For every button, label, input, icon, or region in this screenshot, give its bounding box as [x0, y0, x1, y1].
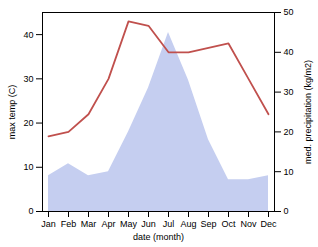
svg-text:0: 0	[284, 206, 289, 216]
svg-text:Jun: Jun	[141, 219, 156, 229]
svg-text:Oct: Oct	[221, 219, 236, 229]
svg-text:30: 30	[23, 74, 33, 84]
svg-text:0: 0	[28, 206, 33, 216]
svg-text:50: 50	[284, 7, 294, 17]
svg-text:Aug: Aug	[180, 219, 196, 229]
svg-text:med. precipitation (kg/m2): med. precipitation (kg/m2)	[303, 60, 313, 164]
svg-text:date (month): date (month)	[133, 232, 184, 242]
svg-text:Mar: Mar	[81, 219, 97, 229]
svg-text:Jan: Jan	[41, 219, 56, 229]
svg-text:Feb: Feb	[61, 219, 77, 229]
svg-text:10: 10	[284, 167, 294, 177]
svg-text:40: 40	[284, 47, 294, 57]
svg-text:Dec: Dec	[260, 219, 277, 229]
svg-text:40: 40	[23, 29, 33, 39]
svg-text:Jul: Jul	[163, 219, 175, 229]
svg-text:20: 20	[23, 118, 33, 128]
svg-text:max temp (C): max temp (C)	[7, 85, 17, 140]
svg-text:Sep: Sep	[200, 219, 216, 229]
svg-text:Apr: Apr	[101, 219, 115, 229]
svg-text:30: 30	[284, 87, 294, 97]
svg-text:May: May	[120, 219, 138, 229]
svg-text:Nov: Nov	[240, 219, 257, 229]
svg-text:20: 20	[284, 127, 294, 137]
svg-text:10: 10	[23, 162, 33, 172]
